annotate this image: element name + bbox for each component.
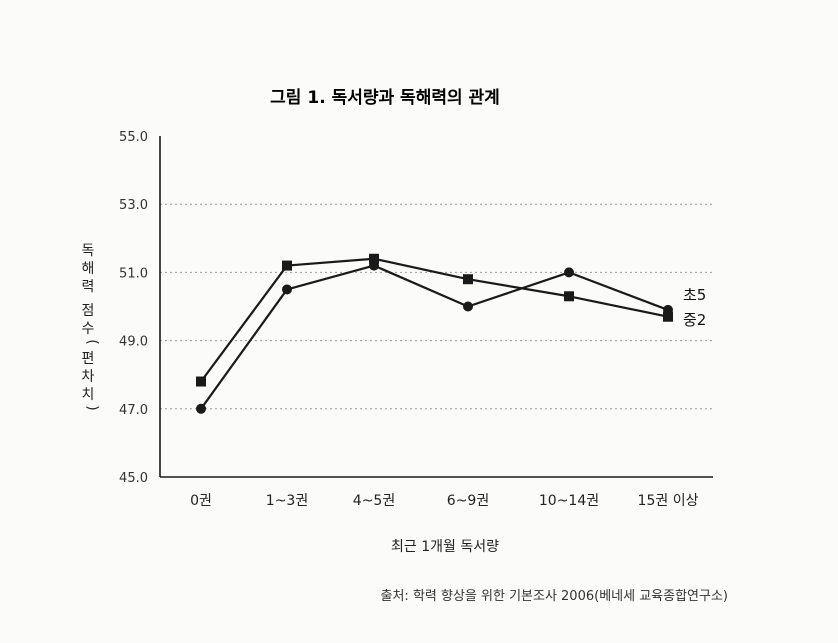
data-point-circle <box>282 284 292 295</box>
data-point-square <box>663 311 673 322</box>
y-axis-title-char: 독 <box>82 243 95 259</box>
y-axis-title-char: ) <box>84 405 100 410</box>
data-point-circle <box>196 403 206 414</box>
x-tick-label: 15권 이상 <box>638 493 699 509</box>
y-axis-title-char: 차 <box>82 369 95 385</box>
y-axis-title-char: 력 <box>82 279 95 295</box>
y-axis-title-char: 편 <box>82 351 95 367</box>
data-point-circle <box>463 301 473 312</box>
y-tick-label: 51.0 <box>119 266 148 281</box>
x-tick-label: 4~5권 <box>353 493 395 509</box>
y-axis-title-char: 치 <box>82 387 95 403</box>
series-line <box>200 264 669 410</box>
data-point-square <box>564 291 574 302</box>
y-axis-title-char: ( <box>84 339 100 344</box>
x-tick-label: 0권 <box>190 493 212 509</box>
x-tick-label: 1~3권 <box>266 493 308 509</box>
y-tick-label: 45.0 <box>119 471 148 486</box>
series-line <box>200 257 669 383</box>
y-tick-label: 49.0 <box>119 335 148 350</box>
y-axis-title-char: 수 <box>82 321 95 337</box>
data-point-square <box>369 253 379 264</box>
data-point-circle <box>663 304 673 315</box>
data-point-square <box>282 260 292 271</box>
series-cho5: 초5 <box>196 260 706 414</box>
y-axis-title-char: 해 <box>82 261 95 277</box>
data-point-circle <box>564 267 574 278</box>
series-jung2: 중2 <box>196 253 706 387</box>
y-tick-labels: 45.0 47.0 49.0 51.0 53.0 55.0 <box>119 130 148 486</box>
gridlines <box>160 203 713 410</box>
axes <box>159 136 713 478</box>
y-tick-label: 47.0 <box>119 403 148 418</box>
data-point-square <box>463 274 473 285</box>
x-axis-title: 최근 1개월 독서량 <box>391 539 499 555</box>
data-point-circle <box>369 260 379 271</box>
y-axis-title-char: 점 <box>82 303 95 319</box>
source-note: 출처: 학력 향상을 위한 기본조사 2006(베네세 교육종합연구소) <box>381 589 728 604</box>
x-tick-labels: 0권 1~3권 4~5권 6~9권 10~14권 15권 이상 <box>190 493 698 509</box>
series-label: 초5 <box>683 286 706 304</box>
series-label: 중2 <box>683 311 706 329</box>
x-tick-label: 10~14권 <box>539 493 599 509</box>
x-tick-label: 6~9권 <box>447 493 489 509</box>
y-tick-label: 53.0 <box>119 198 148 213</box>
y-tick-label: 55.0 <box>119 130 148 145</box>
data-point-square <box>196 376 206 387</box>
chart-title: 그림 1. 독서량과 독해력의 관계 <box>270 88 500 108</box>
